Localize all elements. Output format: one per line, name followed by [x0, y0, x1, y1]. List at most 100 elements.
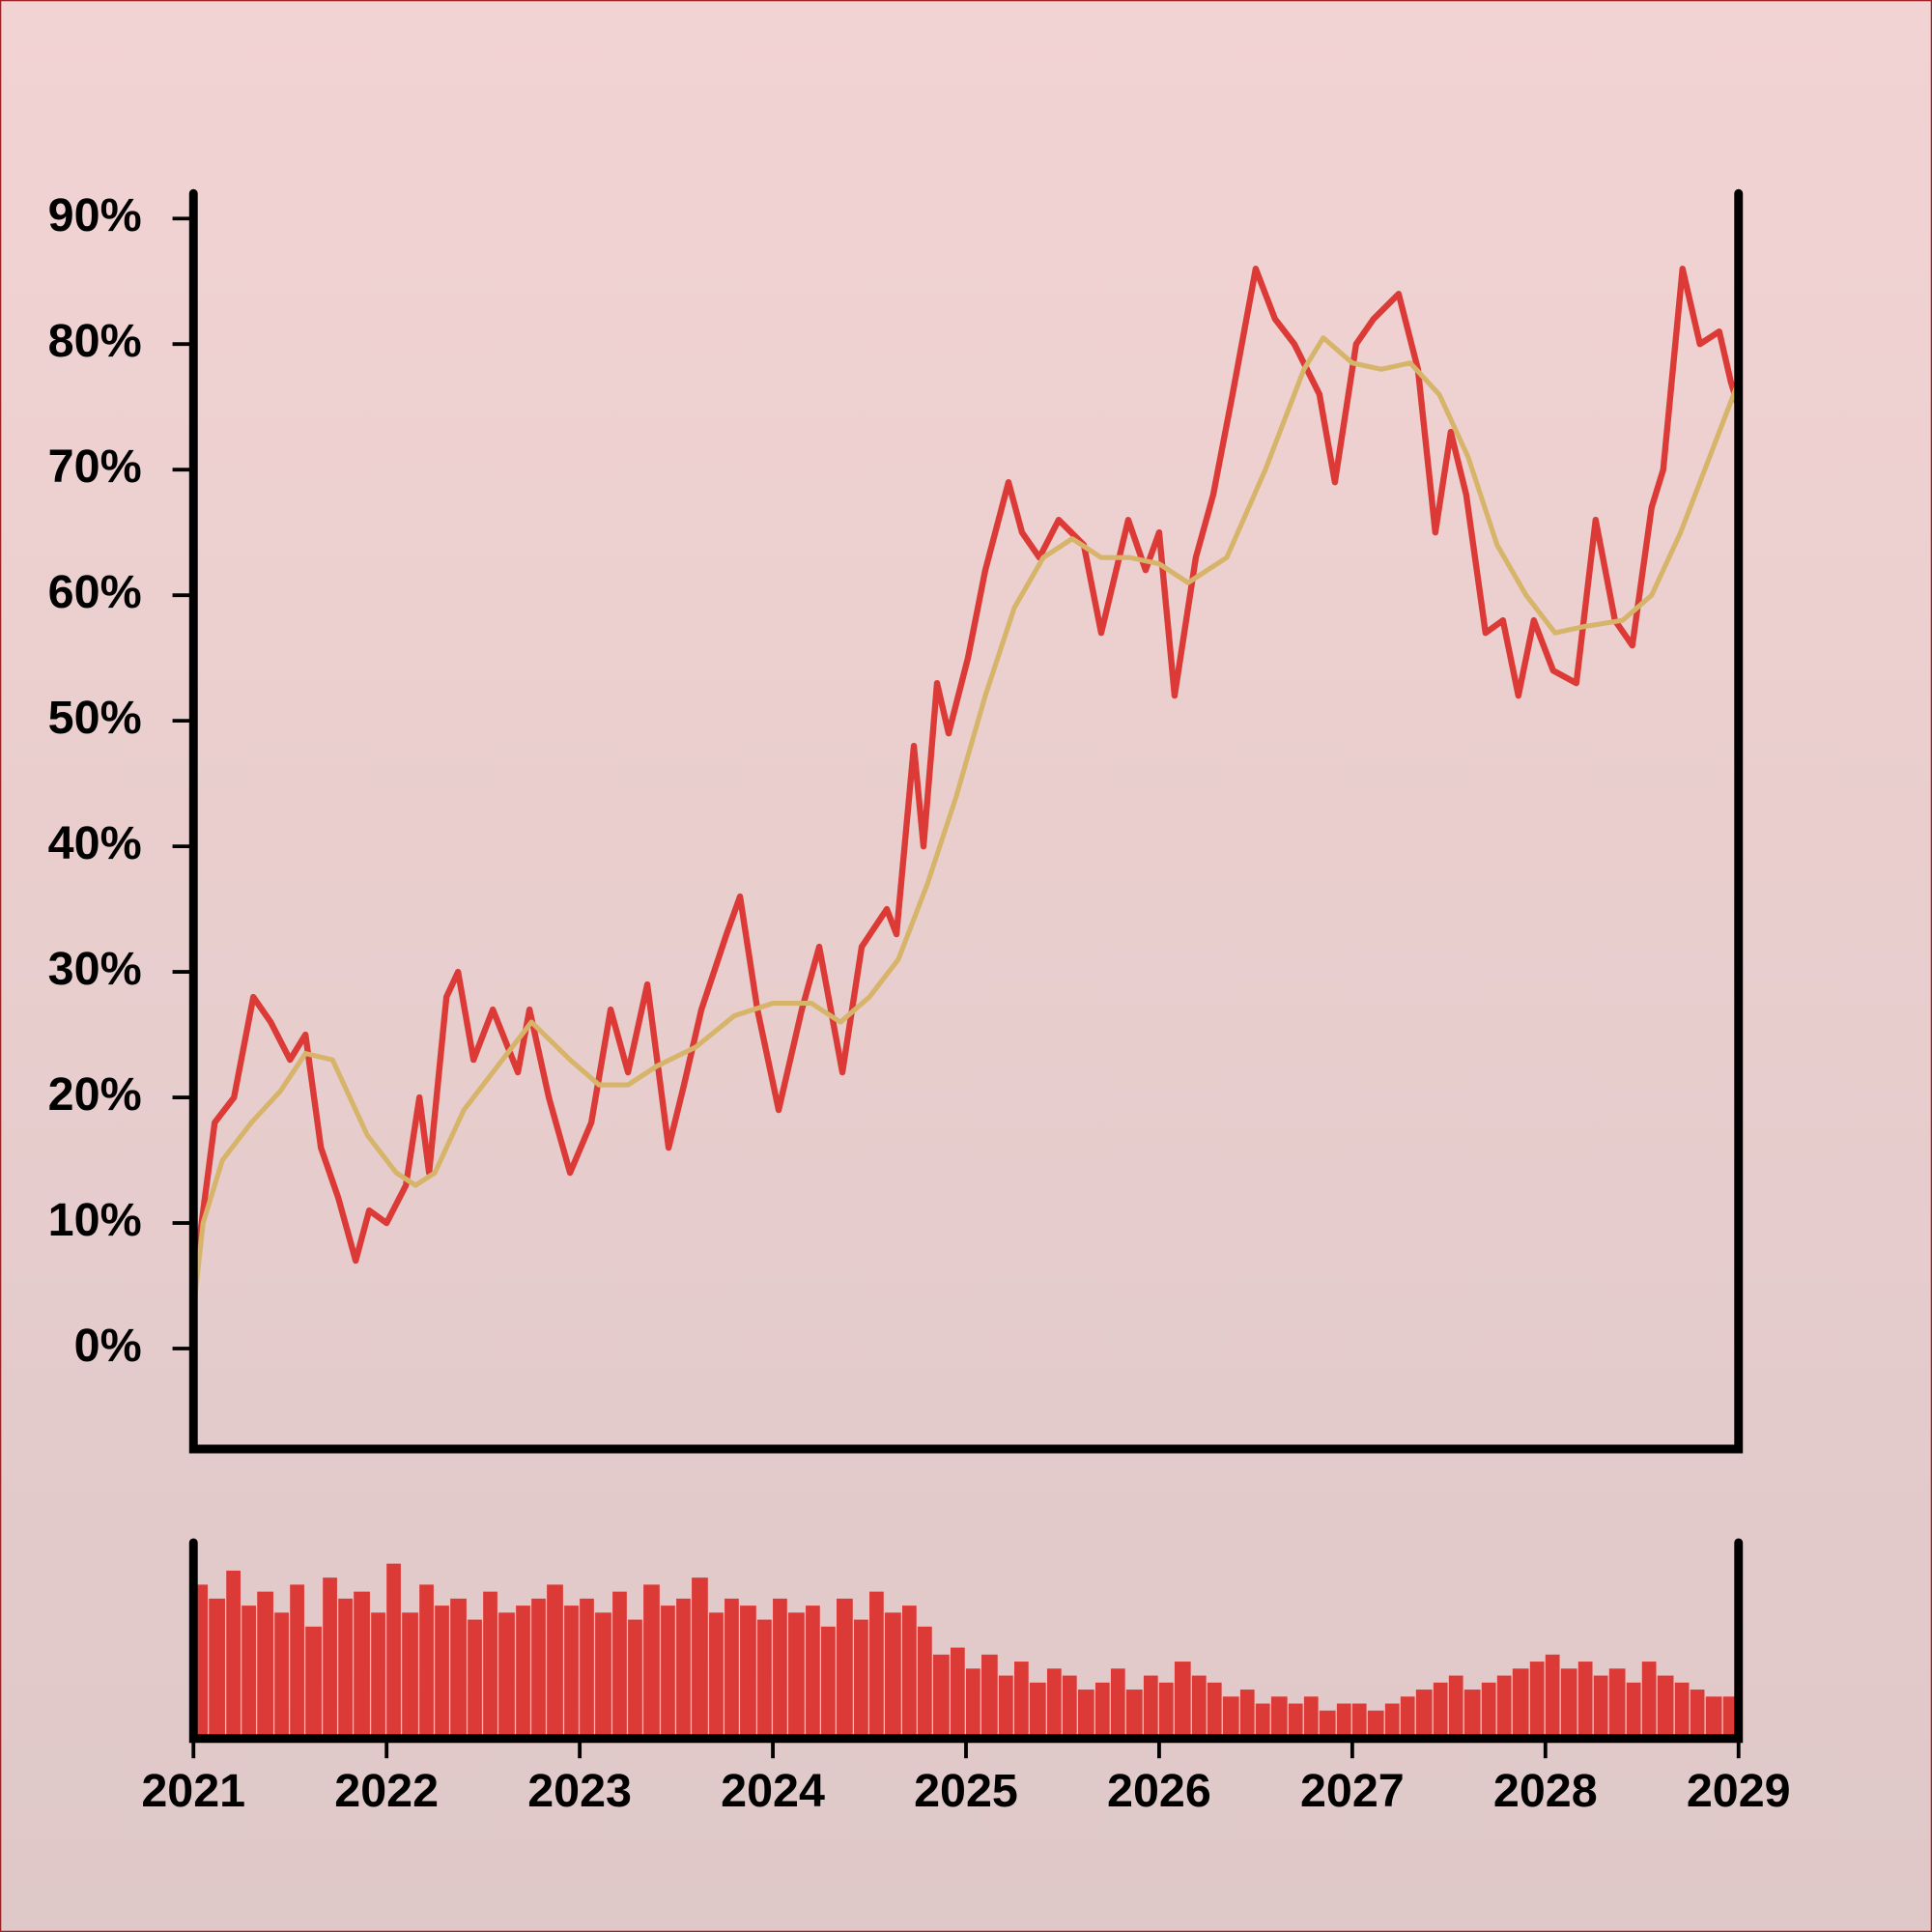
x-tick-label: 2028: [1493, 1765, 1598, 1817]
volume-bar: [933, 1654, 950, 1739]
y-tick-label: 20%: [48, 1068, 142, 1121]
volume-bar: [257, 1591, 273, 1739]
volume-bar: [709, 1612, 724, 1739]
volume-bar: [1577, 1662, 1593, 1739]
volume-bar: [1657, 1675, 1674, 1739]
volume-bar: [1336, 1703, 1351, 1739]
volume-bar: [773, 1598, 787, 1739]
volume-bar: [854, 1619, 868, 1739]
volume-bar: [1174, 1662, 1191, 1739]
volume-bar: [643, 1584, 660, 1739]
volume-bar: [402, 1612, 418, 1739]
volume-bar: [595, 1612, 611, 1739]
main-panel: 0% 10% 20% 30% 40% 50% 60% 70% 80% 90%: [48, 189, 1742, 1372]
volume-bar: [1560, 1668, 1577, 1739]
volume-bar: [564, 1605, 579, 1739]
x-tick-label: 2022: [334, 1765, 439, 1817]
volume-bar: [821, 1626, 836, 1739]
volume-bar: [386, 1563, 401, 1739]
y-tick-label: 90%: [48, 189, 142, 242]
volume-bar: [1077, 1690, 1094, 1739]
volume-bar: [885, 1612, 901, 1739]
volume-bar: [419, 1584, 434, 1739]
volume-bar: [1496, 1675, 1512, 1739]
volume-bar: [1608, 1668, 1626, 1739]
volume-bar: [869, 1591, 884, 1739]
volume-bar: [580, 1598, 594, 1739]
y-tick-label: 80%: [48, 315, 142, 367]
volume-bar: [468, 1619, 482, 1739]
volume-bar: [806, 1605, 820, 1739]
volume-bar: [1110, 1668, 1125, 1739]
line-series: [190, 266, 1742, 1287]
volume-bar: [1191, 1675, 1207, 1739]
volume-bar: [483, 1591, 497, 1739]
volume-bar: [1545, 1654, 1560, 1739]
volume-bar: [902, 1605, 917, 1739]
volume-bar: [547, 1584, 563, 1739]
volume-bar: [740, 1605, 756, 1739]
x-tick-label: 2024: [721, 1765, 825, 1817]
x-tick-label: 2025: [914, 1765, 1018, 1817]
x-tick-label: 2029: [1687, 1765, 1791, 1817]
y-tick-label: 70%: [48, 440, 142, 493]
volume-bar: [498, 1612, 515, 1739]
volume-bar: [1270, 1696, 1288, 1739]
y-tick-label: 50%: [48, 692, 142, 744]
volume-bar: [757, 1619, 772, 1739]
line-series: [190, 335, 1742, 1312]
volume-bar: [1367, 1710, 1384, 1739]
volume-bar: [371, 1612, 385, 1739]
volume-bar: [1094, 1682, 1110, 1739]
x-tick-label: 2026: [1107, 1765, 1211, 1817]
volume-bar: [837, 1598, 853, 1739]
volume-bar: [323, 1577, 337, 1739]
volume-bar: [1046, 1668, 1062, 1739]
volume-bar: [1013, 1662, 1029, 1739]
volume-bar: [290, 1584, 304, 1739]
volume-bar: [1400, 1696, 1415, 1739]
volume-bar: [1512, 1668, 1529, 1739]
volume-bar: [1705, 1696, 1722, 1739]
y-tick-label: 60%: [48, 566, 142, 618]
volume-bar: [305, 1626, 322, 1739]
volume-bar: [450, 1598, 467, 1739]
volume-bar: [1415, 1690, 1433, 1739]
volume-bar: [1529, 1662, 1545, 1739]
y-tick-label: 30%: [48, 943, 142, 995]
volume-bar: [1143, 1675, 1158, 1739]
volume-bar: [661, 1605, 675, 1739]
x-tick-label: 2023: [527, 1765, 632, 1817]
main-axes-frame: [188, 188, 1744, 1454]
volume-bar: [1303, 1696, 1319, 1739]
volume-bar: [951, 1647, 965, 1739]
y-tick-label: 40%: [48, 817, 142, 869]
volume-bar: [1239, 1690, 1255, 1739]
volume-bar: [676, 1598, 691, 1739]
volume-bar: [612, 1591, 627, 1739]
volume-panel: 2021 2022 2023 2024 2025 2026 2027 2028 2029: [141, 1563, 1791, 1817]
volume-bar: [1351, 1703, 1367, 1739]
volume-bar: [226, 1570, 241, 1739]
volume-bar: [1255, 1703, 1270, 1739]
volume-bar: [531, 1598, 546, 1739]
volume-bar: [1722, 1696, 1738, 1739]
volume-bar: [1481, 1682, 1496, 1739]
volume-bar: [1222, 1696, 1239, 1739]
volume-bar: [1029, 1682, 1046, 1739]
volume-bar: [354, 1591, 370, 1739]
x-tick-label: 2027: [1300, 1765, 1405, 1817]
volume-bar: [1433, 1682, 1448, 1739]
volume-bar: [918, 1626, 932, 1739]
volume-bar: [1384, 1703, 1400, 1739]
volume-bar: [516, 1605, 530, 1739]
volume-bar: [435, 1605, 449, 1739]
volume-axes-frame: [188, 1538, 1744, 1744]
volume-bar: [966, 1668, 980, 1739]
volume-bar: [242, 1605, 256, 1739]
volume-bar: [1690, 1690, 1705, 1739]
axes: [188, 188, 1744, 1744]
volume-bar: [1626, 1682, 1641, 1739]
